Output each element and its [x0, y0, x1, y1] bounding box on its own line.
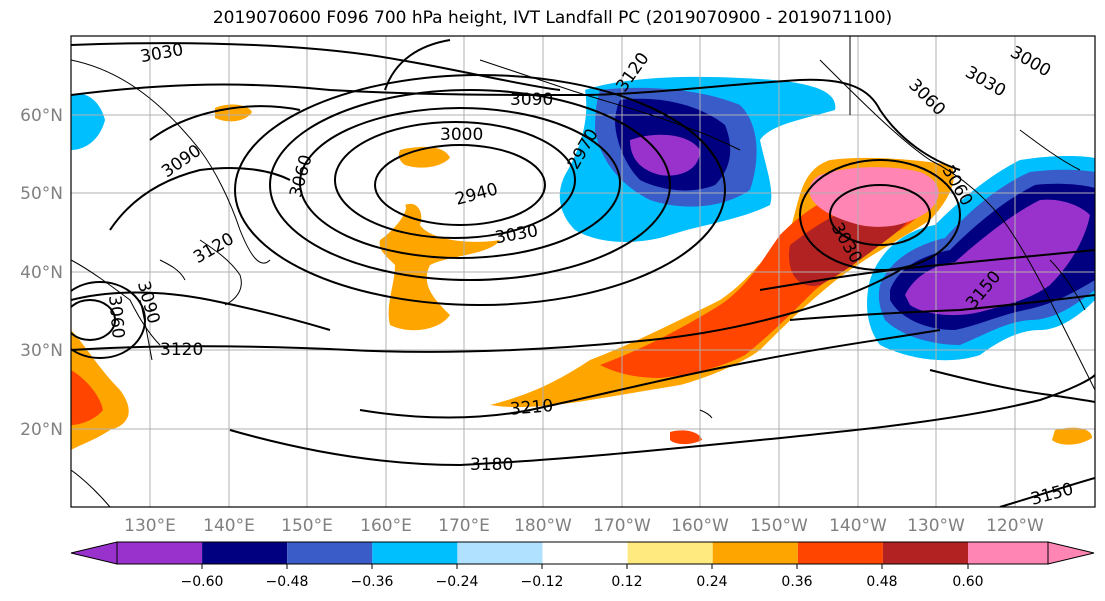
height-contours [71, 39, 1095, 507]
colorbar-tick-label: −0.24 [436, 574, 479, 590]
colorbar-border [116, 541, 1049, 565]
lon-label: 160°E [360, 516, 412, 536]
colorbar-tick-label: −0.48 [266, 574, 309, 590]
contour-label: 3000 [440, 125, 483, 145]
lon-label: 170°W [593, 516, 651, 536]
colorbar-swatch [202, 542, 288, 564]
lon-label: 130°E [124, 516, 176, 536]
colorbar-tick-label: −0.12 [521, 574, 564, 590]
ivt-positive-left-core [71, 370, 103, 425]
ivt-positive-south [670, 430, 702, 445]
colorbar-swatch [797, 542, 883, 564]
ivt-positive-max [809, 167, 939, 227]
contour-label: 3060 [104, 295, 128, 340]
colorbar-tick-label: 0.48 [866, 574, 897, 590]
ivt-negative-east-core [905, 199, 1090, 316]
colorbar-tick-label: 0.36 [781, 574, 812, 590]
ivt-negative-north-core [630, 134, 700, 176]
contour-label: 3090 [510, 90, 553, 110]
colorbar: −0.60 −0.48 −0.36 −0.24 −0.12 0.12 0.24 … [70, 541, 1095, 590]
ivt-negative-nw [71, 93, 105, 150]
colorbar-min-arrow [70, 541, 118, 565]
lon-label: 120°W [986, 516, 1044, 536]
colorbar-max-arrow [1047, 541, 1095, 565]
lat-label: 50°N [20, 184, 63, 204]
colorbar-tick-label: −0.60 [181, 574, 224, 590]
lat-label: 40°N [20, 263, 63, 283]
colorbar-tick-label: −0.36 [351, 574, 394, 590]
ivt-shading [71, 76, 1095, 450]
colorbar-swatch [287, 542, 373, 564]
lon-labels: 130°E 140°E 150°E 160°E 170°E 180°W 170°… [124, 516, 1044, 536]
ivt-positive-se [1052, 427, 1092, 445]
lon-label: 140°W [829, 516, 887, 536]
chart-title: 2019070600 F096 700 hPa height, IVT Land… [212, 8, 893, 28]
colorbar-tick-label: 0.60 [952, 574, 983, 590]
colorbar-swatch [712, 542, 798, 564]
colorbar-swatch [968, 542, 1048, 564]
lon-label: 160°W [671, 516, 729, 536]
contour-label: 3210 [509, 396, 554, 420]
contour-label: 3180 [470, 455, 513, 475]
colorbar-swatch [882, 542, 968, 564]
coastlines [71, 36, 1095, 507]
colorbar-swatch [117, 542, 203, 564]
lat-label: 30°N [20, 341, 63, 361]
lon-label: 180°W [514, 516, 572, 536]
colorbar-swatch [627, 542, 713, 564]
contour-label: 3120 [160, 340, 203, 360]
lat-label: 20°N [20, 420, 63, 440]
colorbar-swatch [372, 542, 458, 564]
lon-label: 130°W [907, 516, 965, 536]
lon-label: 150°E [281, 516, 333, 536]
lat-label: 60°N [20, 106, 63, 126]
lon-label: 150°W [750, 516, 808, 536]
ivt-positive-west [379, 203, 500, 331]
map-border [70, 35, 1096, 508]
lon-label: 170°E [438, 516, 490, 536]
lon-label: 140°E [203, 516, 255, 536]
colorbar-tick-label: 0.12 [611, 574, 642, 590]
colorbar-swatch [457, 542, 543, 564]
lat-labels: 60°N 50°N 40°N 30°N 20°N [20, 106, 63, 440]
colorbar-tick-label: 0.24 [696, 574, 727, 590]
colorbar-swatch [542, 542, 628, 564]
